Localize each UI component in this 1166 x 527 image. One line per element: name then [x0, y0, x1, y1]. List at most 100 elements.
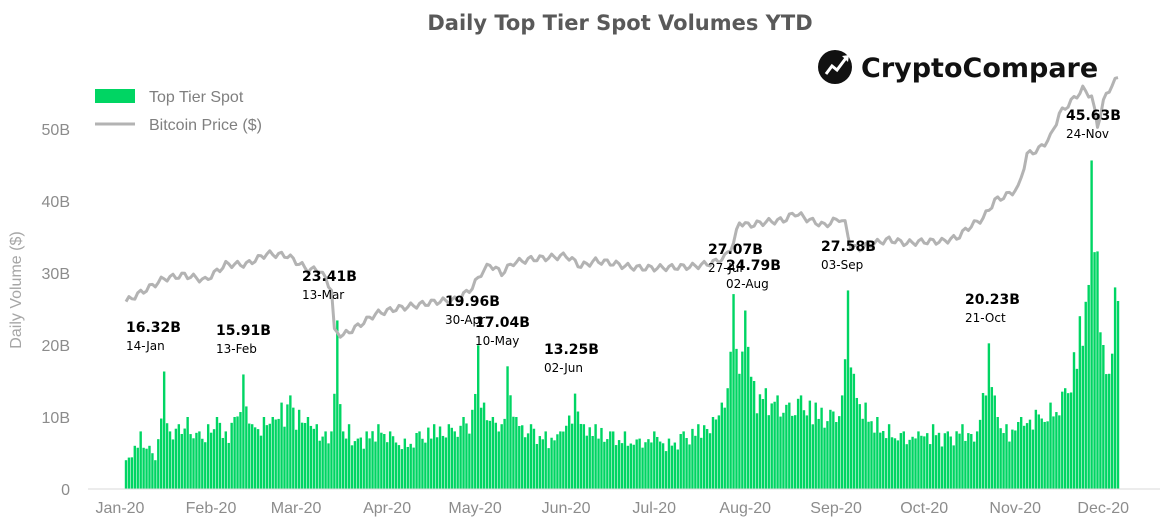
- volume-bar: [259, 435, 263, 489]
- volume-bar: [685, 438, 688, 489]
- volume-bar: [245, 406, 248, 489]
- volume-bar: [1019, 417, 1023, 489]
- volume-bar: [183, 428, 186, 489]
- volume-bar: [832, 411, 835, 489]
- volume-bar: [970, 434, 973, 489]
- volume-bar: [477, 345, 480, 489]
- volume-bar: [785, 404, 788, 489]
- volume-bar: [1116, 300, 1120, 489]
- volume-bar: [958, 433, 961, 489]
- volume-bar: [664, 451, 668, 489]
- volume-bar: [752, 381, 756, 489]
- volume-bar: [415, 433, 418, 489]
- volume-bar: [749, 376, 753, 489]
- volume-bar: [1040, 418, 1043, 489]
- volume-bar: [344, 438, 348, 489]
- volume-bar: [1066, 393, 1070, 489]
- volume-bar: [776, 395, 779, 489]
- volume-bar: [923, 436, 926, 489]
- volume-bar: [212, 429, 216, 489]
- volume-bar: [990, 387, 994, 489]
- volume-bar: [450, 427, 453, 489]
- brand-name: CryptoCompare: [861, 53, 1098, 84]
- volume-bar: [559, 431, 562, 489]
- volume-bar: [820, 407, 823, 489]
- volume-bar: [609, 431, 612, 489]
- volume-bar: [796, 398, 800, 489]
- volume-bar: [708, 433, 712, 489]
- annotation-value: 19.96B: [445, 294, 500, 310]
- volume-bar: [547, 448, 550, 489]
- volume-bar: [703, 425, 706, 489]
- y-tick-label: 30B: [42, 266, 70, 283]
- volume-bar: [565, 425, 568, 489]
- volume-bar: [949, 436, 952, 489]
- volume-bar: [632, 444, 635, 489]
- volume-bar: [553, 440, 556, 489]
- volume-bar: [641, 447, 644, 489]
- volume-bar: [151, 453, 154, 489]
- volume-bar: [256, 429, 260, 489]
- volume-bar: [823, 427, 826, 489]
- volume-bar: [453, 431, 456, 489]
- volume-bar: [1113, 287, 1117, 489]
- x-tick-label: Jul-20: [632, 500, 676, 517]
- x-tick-label: Sep-20: [810, 500, 862, 517]
- volume-bar: [729, 351, 732, 489]
- volume-bar: [629, 443, 633, 489]
- volume-bar: [670, 445, 674, 489]
- annotation-date: 14-Jan: [126, 339, 165, 353]
- volume-bar: [1096, 251, 1099, 489]
- volume-bar: [239, 412, 242, 489]
- volume-bar: [526, 433, 530, 489]
- volume-bar: [791, 415, 794, 489]
- volume-bar: [838, 416, 841, 489]
- volume-bar: [435, 437, 439, 489]
- volume-bar: [1002, 433, 1005, 489]
- volume-bar: [993, 395, 996, 489]
- volume-bar: [165, 423, 169, 489]
- volume-bar: [893, 438, 897, 489]
- volume-bar: [418, 431, 421, 489]
- volume-bar: [817, 418, 820, 489]
- volume-bar: [168, 431, 172, 489]
- volume-bar: [271, 417, 274, 489]
- volume-bar: [488, 420, 492, 489]
- volume-bar: [300, 422, 304, 489]
- volume-bar: [462, 417, 465, 489]
- volume-bar: [973, 441, 976, 489]
- volume-bar: [532, 428, 536, 489]
- volume-bar: [846, 290, 850, 489]
- volume-bar: [374, 441, 377, 489]
- volume-bar: [1034, 409, 1038, 489]
- volume-bar: [840, 395, 844, 489]
- volume-bar: [201, 438, 204, 489]
- volume-bar: [723, 407, 726, 489]
- volume-bar: [614, 445, 618, 489]
- volume-bar: [283, 426, 286, 489]
- volume-bar: [978, 419, 982, 489]
- volume-bar: [1069, 392, 1073, 489]
- volume-bar: [157, 439, 160, 489]
- volume-bar: [295, 429, 298, 489]
- x-axis-ticks: Jan-20 Feb-20 Mar-20 Apr-20 May-20 Jun-20 Jul-…: [96, 500, 1130, 517]
- volume-bar: [1055, 412, 1058, 489]
- volume-bar: [353, 441, 357, 489]
- volume-bar: [341, 431, 345, 489]
- volume-bar: [1064, 388, 1067, 489]
- x-tick-label: Dec-20: [1077, 500, 1129, 517]
- volume-bar: [682, 431, 685, 489]
- volume-bar: [940, 446, 944, 489]
- price-line: [124, 76, 1119, 339]
- volume-bar: [667, 438, 671, 489]
- volume-bar: [934, 435, 938, 489]
- volume-bar: [206, 424, 210, 489]
- volume-bar: [371, 431, 374, 489]
- y-tick-label: 10B: [42, 410, 70, 427]
- volume-bar: [644, 442, 647, 489]
- volume-bar: [852, 373, 856, 489]
- volume-bar: [456, 436, 459, 489]
- y-axis-label: Daily Volume ($): [8, 231, 25, 348]
- volume-bar: [286, 404, 289, 489]
- annotation-date: 30-Apr: [445, 313, 485, 327]
